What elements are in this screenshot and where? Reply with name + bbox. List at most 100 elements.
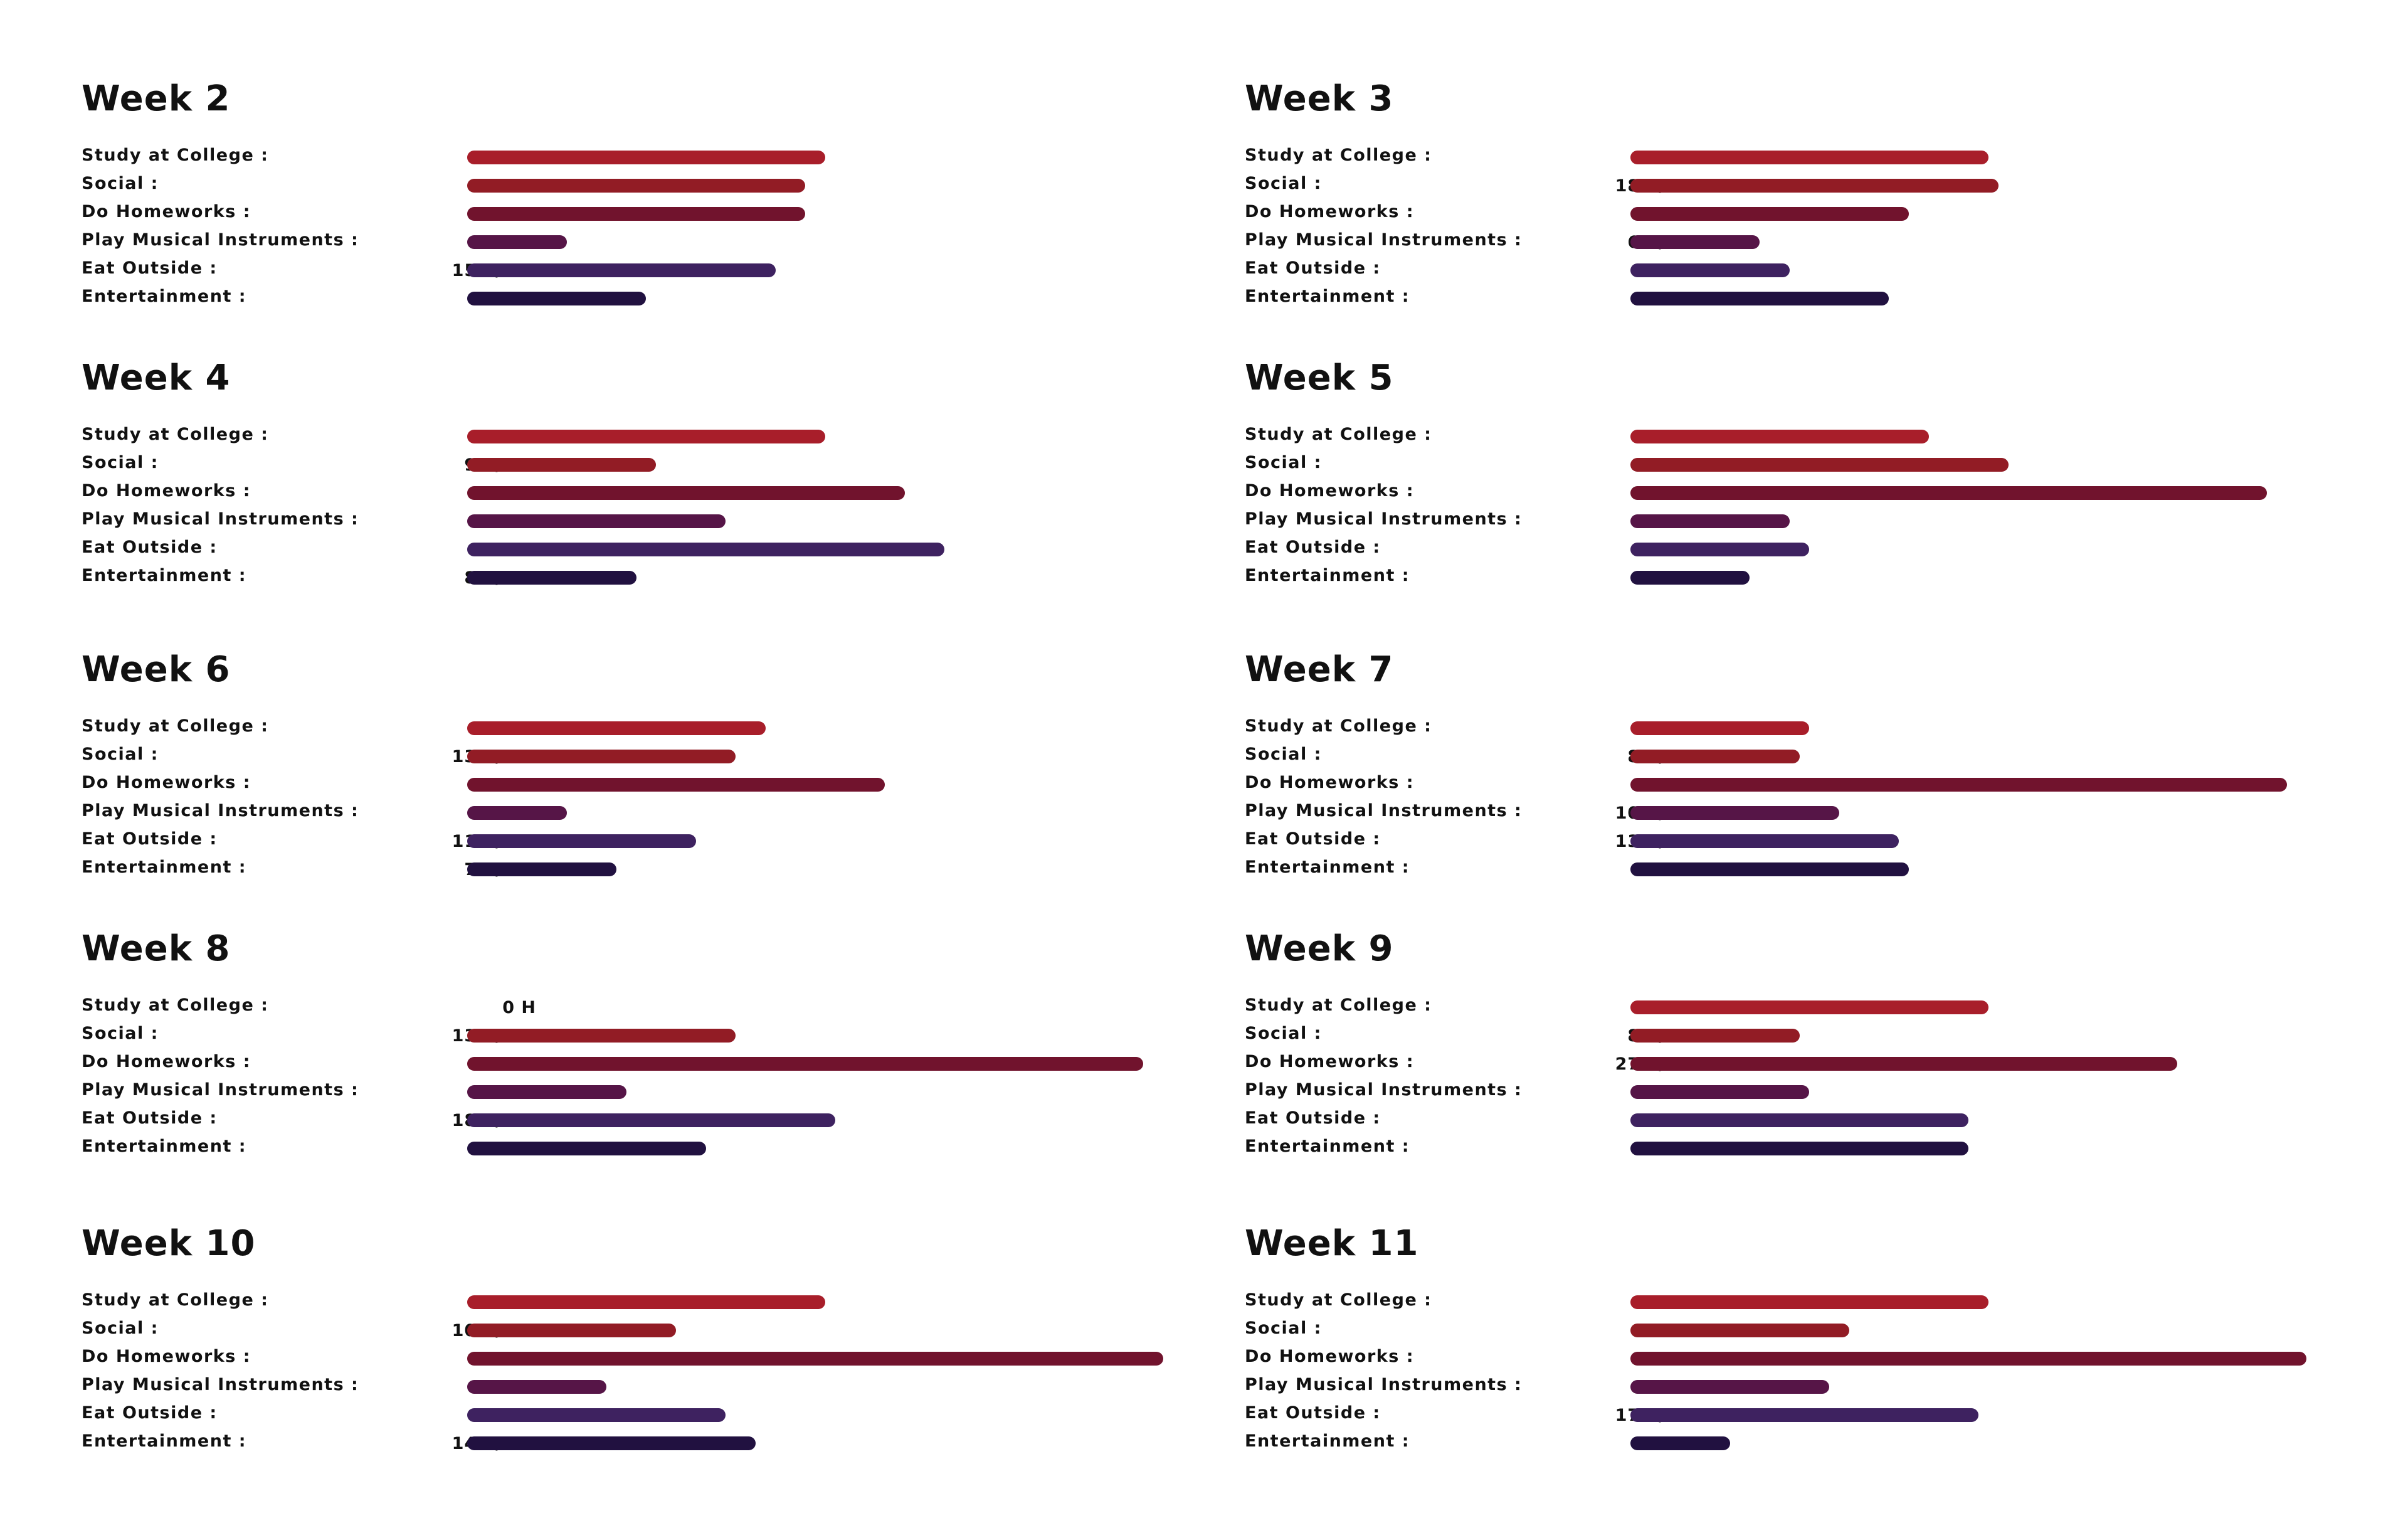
bar-row: Study at College : 0 H (82, 994, 1248, 1019)
week-title: Week 3 (1245, 78, 1394, 119)
week-title: Week 4 (82, 358, 231, 398)
bar (1630, 1113, 1969, 1127)
bar (1630, 1295, 1988, 1309)
bar-row: Play Musical Instruments :10 1/2 H (1245, 800, 2408, 825)
bar-row: Study at College :9 H (1245, 715, 2408, 740)
bar (1630, 458, 2009, 472)
bar-row: Entertainment :17 H (1245, 1135, 2408, 1160)
category-label: Study at College : (82, 716, 269, 736)
category-label: Entertainment : (82, 566, 247, 585)
bar-row: Study at College :18 H (1245, 144, 2408, 169)
bar (467, 1436, 756, 1450)
category-label: Do Homeworks : (82, 202, 251, 221)
bar (1630, 1085, 1810, 1099)
bar (467, 458, 657, 472)
bar (1630, 571, 1750, 585)
bar (1630, 1029, 1800, 1043)
bar-row: Play Musical Instruments :7 H (82, 1374, 1248, 1399)
bar-row: Play Musical Instruments :6 1/2 H (1245, 229, 2408, 254)
bar (467, 543, 945, 556)
bar (1630, 1380, 1830, 1394)
bar-row: Study at College :18 H (1245, 1289, 2408, 1314)
category-label: Eat Outside : (1245, 1403, 1381, 1423)
category-label: Study at College : (82, 425, 269, 444)
category-label: Eat Outside : (82, 538, 218, 557)
week-chart-panel: Week 3 Study at College :18 H Social :18 1… (1245, 78, 2408, 354)
bar (467, 834, 696, 848)
category-label: Entertainment : (82, 857, 247, 877)
bar-row: Do Homeworks :21 H (82, 772, 1248, 797)
bar (1630, 292, 1889, 305)
category-label: Do Homeworks : (1245, 202, 1414, 221)
bar-row: Do Homeworks :34 H (82, 1051, 1248, 1076)
bar (1630, 151, 1988, 164)
category-label: Eat Outside : (1245, 538, 1381, 557)
week-title: Week 10 (82, 1223, 256, 1264)
bar (467, 1057, 1144, 1071)
bar (467, 1142, 706, 1155)
bar (1630, 778, 2287, 792)
category-label: Play Musical Instruments : (1245, 801, 1523, 820)
bar-row: Entertainment :14 1/2 H (82, 1430, 1248, 1455)
category-label: Do Homeworks : (1245, 481, 1414, 501)
week-title: Week 11 (1245, 1223, 1419, 1264)
bar-row: Do Homeworks :35 H (82, 1345, 1248, 1371)
category-label: Play Musical Instruments : (82, 509, 359, 529)
bar (1630, 486, 2267, 500)
bar-row: Entertainment :8 1/2 H (82, 565, 1248, 590)
bar (1630, 179, 1999, 193)
bar-row: Study at College :15 H (82, 715, 1248, 740)
bar (467, 1408, 726, 1422)
bar-row: Eat Outside :13 1/2 H (1245, 828, 2408, 853)
week-title: Week 9 (1245, 928, 1394, 969)
bar (467, 292, 647, 305)
bar (467, 179, 806, 193)
week-chart-panel: Week 10 Study at College :18 H Social :10 … (82, 1223, 1248, 1499)
week-title: Week 8 (82, 928, 231, 969)
bar-row: Do Homeworks :33 H (1245, 772, 2408, 797)
category-label: Entertainment : (1245, 1431, 1410, 1451)
bar-row: Entertainment :9 H (82, 285, 1248, 310)
bar (1630, 1436, 1730, 1450)
week-chart-panel: Week 4 Study at College :18 H Social :9 1/… (82, 358, 1248, 634)
category-label: Social : (1245, 174, 1322, 193)
week-chart-panel: Week 6 Study at College :15 H Social :13 1… (82, 649, 1248, 925)
bar-row: Eat Outside :17 H (1245, 1107, 2408, 1132)
category-label: Play Musical Instruments : (1245, 509, 1523, 529)
bar (1630, 1408, 1978, 1422)
bar (467, 486, 905, 500)
bar-row: Play Musical Instruments :8 H (1245, 508, 2408, 533)
bar (467, 721, 766, 735)
bar (467, 514, 726, 528)
bar-row: Play Musical Instruments :5 H (82, 229, 1248, 254)
bar (467, 778, 885, 792)
bar-row: Entertainment :5 H (1245, 1430, 2408, 1455)
bar-row: Do Homeworks :27 1/2 H (1245, 1051, 2408, 1076)
bar (1630, 514, 1790, 528)
bar-row: Social :13 1/2 H (82, 1022, 1248, 1048)
category-label: Entertainment : (82, 1137, 247, 1156)
bar (1630, 235, 1760, 249)
bar-row: Social :9 1/2 H (82, 452, 1248, 477)
bar (467, 1029, 736, 1043)
category-label: Eat Outside : (1245, 1108, 1381, 1128)
category-label: Social : (82, 1024, 159, 1043)
week-title: Week 2 (82, 78, 231, 119)
bar-row: Eat Outside :24 H (82, 536, 1248, 561)
bar-row: Entertainment :6 H (1245, 565, 2408, 590)
category-label: Do Homeworks : (82, 773, 251, 792)
bar (467, 1113, 835, 1127)
bar (1630, 862, 1909, 876)
bar-row: Do Homeworks :17 H (82, 201, 1248, 226)
category-label: Do Homeworks : (82, 1052, 251, 1071)
category-label: Play Musical Instruments : (1245, 230, 1523, 250)
bar (467, 207, 806, 221)
category-label: Play Musical Instruments : (1245, 1080, 1523, 1100)
category-label: Do Homeworks : (82, 1347, 251, 1366)
bar (1630, 430, 1929, 443)
category-label: Entertainment : (82, 287, 247, 306)
bar-row: Eat Outside :17 1/2 H (1245, 1402, 2408, 1427)
category-label: Study at College : (1245, 146, 1432, 165)
week-chart-panel: Week 7 Study at College :9 H Social :8 1/2… (1245, 649, 2408, 925)
bar-row: Do Homeworks :32 H (1245, 480, 2408, 505)
